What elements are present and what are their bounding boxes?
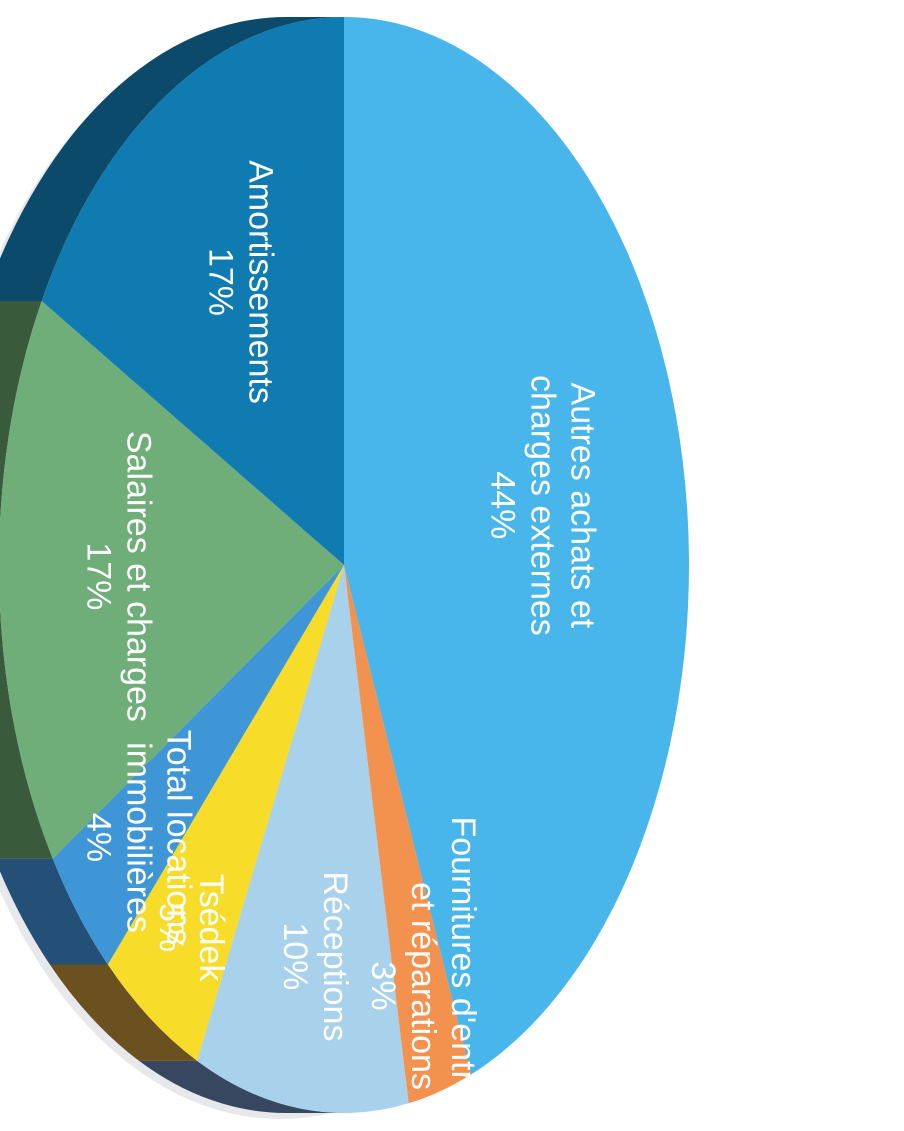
pie-slice-2 [197, 565, 409, 1113]
pie-slice-1 [344, 565, 472, 1104]
pie-category-label-2-0: Réceptions [316, 871, 354, 1041]
pie-category-label-0-0: Autres achats et [564, 383, 602, 629]
pie-value-label-0: 44% [484, 471, 522, 539]
pie-side-6 [0, 17, 344, 301]
pie-category-label-6-0: Amortissements [242, 160, 280, 404]
pie-slice-5 [0, 300, 344, 859]
pie-side-2 [139, 1060, 344, 1113]
pie-category-label-4-0: Total locations [160, 730, 198, 945]
pie-category-label-0-1: charges externes [524, 375, 562, 636]
pie-value-label-3: 5% [152, 903, 190, 952]
pie-slice-3 [107, 565, 344, 1061]
pie-value-label-5: 17% [79, 542, 117, 610]
pie-category-label-1-1: et réparations [404, 882, 442, 1090]
pie-slice-4 [52, 565, 344, 965]
pie-category-label-5-0: Salaires et charges [119, 431, 157, 722]
pie-slice-6 [41, 17, 344, 565]
pie-value-label-2: 10% [276, 922, 314, 990]
pie-value-label-4: 4% [80, 813, 118, 862]
pie-value-label-6: 17% [202, 248, 240, 316]
pie-category-label-1-0: Fournitures d'entretien [444, 816, 482, 1126]
pie-category-label-4-1: immobilières [120, 742, 158, 933]
pie-value-label-1: 3% [364, 961, 402, 1010]
pie-category-label-3-0: Tsédek [192, 874, 230, 983]
pie-side-3 [49, 964, 198, 1061]
pie-side-4 [0, 858, 108, 965]
pie-slice-0 [344, 17, 689, 1075]
